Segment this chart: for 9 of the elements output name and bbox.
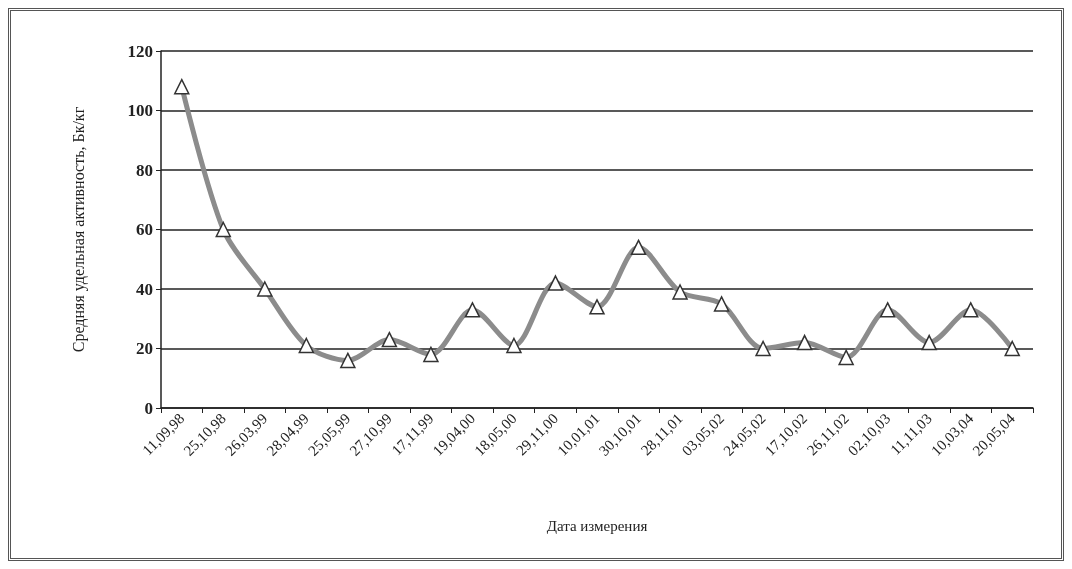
y-tick-label: 0 [144, 398, 153, 418]
y-axis-title: Средняя удельная активность, Бк/кг [69, 106, 88, 353]
y-tick-label: 20 [136, 339, 153, 358]
y-tick-label: 100 [127, 101, 153, 120]
y-tick-label: 40 [136, 279, 153, 299]
y-tick-label: 120 [127, 41, 153, 61]
x-axis-title: Дата измерения [546, 517, 648, 534]
y-tick-label: 60 [136, 220, 153, 239]
y-tick-label: 80 [136, 160, 153, 180]
